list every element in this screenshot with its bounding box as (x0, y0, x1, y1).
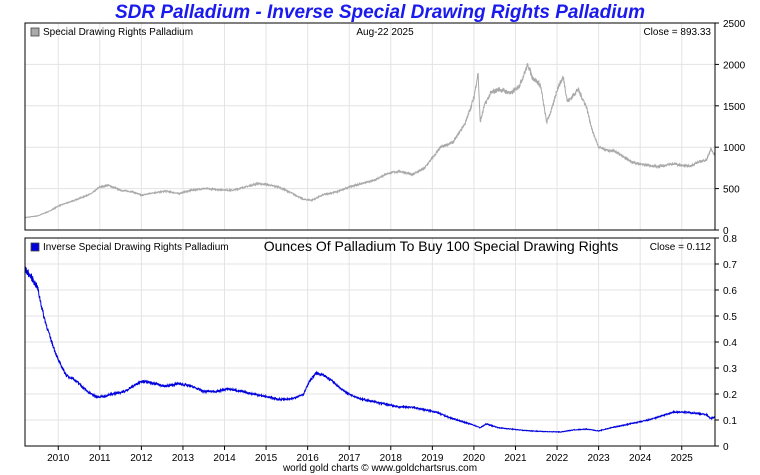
lower-ytick-label: 0.1 (723, 416, 737, 427)
x-tick-label: 2020 (463, 453, 486, 464)
upper-date-label: Aug-22 2025 (356, 27, 414, 38)
upper-ytick-label: 500 (723, 185, 740, 196)
upper-ytick-label: 1500 (723, 102, 746, 113)
upper-panel: 0 500 1000 1500 2000 2500 Special Drawing Righ… (24, 19, 746, 237)
x-tick-label: 2011 (89, 453, 111, 464)
upper-frame (24, 22, 716, 231)
lower-subtitle: Ounces Of Palladium To Buy 100 Special D… (264, 238, 619, 254)
upper-ytick-label: 2500 (723, 19, 746, 30)
x-tick-label: 2016 (297, 453, 320, 464)
x-tick-label: 2019 (421, 453, 444, 464)
x-tick-label: 2023 (587, 453, 610, 464)
footer-credit: world gold charts © www.goldchartsrus.co… (282, 463, 478, 474)
lower-panel: 0 0.1 0.2 0.3 0.4 0.5 0.6 0.7 0.8 Inverse Special… (24, 234, 737, 453)
lower-ytick-label: 0.5 (723, 312, 737, 323)
upper-plot-area (25, 23, 715, 230)
x-axis: 2010 2011 2012 2013 2014 2015 2016 2017 2018 2019… (47, 446, 693, 464)
lower-legend-label: Inverse Special Drawing Rights Palladium (43, 242, 229, 253)
x-tick-label: 2022 (546, 453, 569, 464)
upper-close-label: Close = 893.33 (643, 27, 711, 38)
lower-ytick-label: 0.6 (723, 286, 737, 297)
upper-legend-swatch (30, 27, 40, 37)
lower-ytick-label: 0.3 (723, 364, 737, 375)
lower-series-line (24, 266, 716, 434)
upper-series-line (24, 62, 716, 219)
x-tick-label: 2014 (213, 453, 236, 464)
chart-title: SDR Palladium - Inverse Special Drawing … (114, 2, 646, 23)
x-tick-label: 2015 (255, 453, 278, 464)
upper-ytick-label: 2000 (723, 60, 746, 71)
x-tick-label: 2017 (338, 453, 361, 464)
x-tick-label: 2024 (629, 453, 652, 464)
x-tick-label: 2013 (172, 453, 195, 464)
x-tick-label: 2010 (47, 453, 70, 464)
lower-ytick-label: 0.4 (723, 338, 737, 349)
lower-ytick-label: 0.2 (723, 390, 737, 401)
x-tick-label: 2025 (671, 453, 694, 464)
x-tick-label: 2012 (130, 453, 153, 464)
lower-ytick-label: 0.8 (723, 234, 737, 245)
upper-ytick-label: 1000 (723, 143, 746, 154)
x-tick-label: 2018 (380, 453, 403, 464)
lower-ytick-label: 0 (723, 442, 729, 453)
upper-ytick-label: 0 (723, 226, 729, 237)
lower-frame (24, 237, 716, 447)
lower-close-label: Close = 0.112 (650, 242, 712, 253)
x-tick-label: 2021 (504, 453, 527, 464)
lower-ytick-label: 0.7 (723, 260, 737, 271)
upper-legend-label: Special Drawing Rights Palladium (43, 27, 193, 38)
lower-legend-swatch (30, 242, 40, 252)
